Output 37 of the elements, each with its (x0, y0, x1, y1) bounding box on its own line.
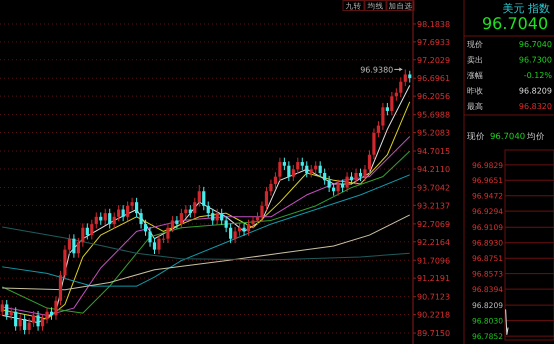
text: 96.7040 (482, 14, 548, 33)
line-series (2, 226, 410, 260)
annotation: 96.9380 (360, 65, 394, 74)
text: -0.12% (524, 71, 552, 80)
y-tick-label: 92.7069 (417, 220, 450, 229)
y-tick-label: 93.7042 (417, 183, 450, 192)
line-series (2, 214, 410, 290)
y-tick-label: 94.7015 (417, 147, 450, 156)
y-tick-label: 96.6961 (417, 74, 450, 84)
text: 96.7040 (518, 40, 552, 49)
y-tick-label: 89.7150 (417, 329, 450, 338)
y-tick-label: 97.6933 (417, 38, 450, 47)
y-tick-label: 94.2110 (417, 164, 450, 174)
text: 96.8320 (518, 102, 552, 111)
y-tick-label: 96.2056 (417, 92, 450, 102)
text: 美元 指数 (502, 2, 550, 15)
text: 96.7040 (490, 132, 526, 142)
line-series (2, 174, 410, 287)
y-tick-label: 90.2218 (417, 310, 450, 320)
y-tick-label: 91.2191 (417, 274, 450, 284)
text: 均价 (526, 131, 545, 142)
text: 现价 (467, 131, 485, 142)
y-tick-label: 91.7096 (417, 256, 450, 266)
text: 卖出 (467, 56, 483, 64)
y-tick-label: 90.7123 (417, 292, 450, 302)
text: 96.7300 (518, 56, 552, 64)
text: 现价 (467, 40, 483, 49)
y-tick-label: 97.2029 (417, 56, 450, 65)
text: 涨幅 (467, 71, 483, 80)
text: 最高 (467, 102, 483, 111)
text: 昨收 (467, 86, 483, 96)
y-tick-label: 92.2164 (417, 238, 450, 247)
y-tick-label: 95.2083 (417, 128, 450, 138)
y-tick-label: 98.1838 (417, 20, 450, 29)
y-tick-label: 93.2137 (417, 201, 450, 210)
y-tick-label: 95.6988 (417, 110, 450, 120)
text: 96.8209 (518, 86, 552, 96)
